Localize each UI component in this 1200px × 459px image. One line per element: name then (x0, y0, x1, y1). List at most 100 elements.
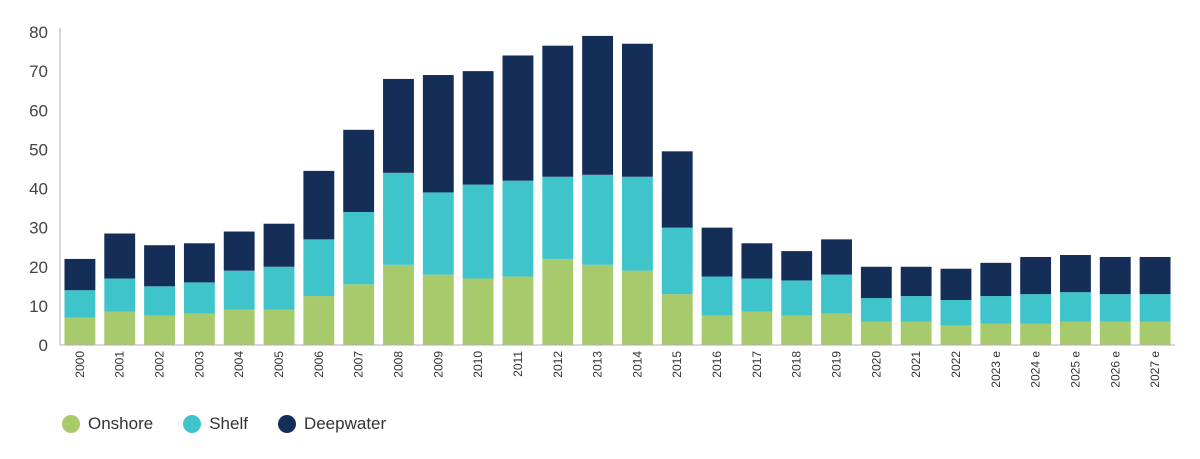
bar-segment-shelf (741, 278, 773, 312)
bar-segment-shelf (860, 298, 892, 322)
x-tick-label: 2001 (113, 351, 127, 378)
x-tick-label: 2003 (192, 351, 206, 378)
x-tick-label: 2020 (869, 351, 883, 378)
bar-segment-onshore (821, 313, 852, 345)
bar-segment-onshore (1139, 321, 1171, 345)
x-tick-label: 2019 (830, 351, 844, 378)
bar-segment-shelf (900, 296, 932, 322)
x-tick-label: 2017 (750, 351, 764, 378)
bar-segment-deepwater (1020, 256, 1052, 295)
bar-segment-shelf (183, 282, 215, 314)
bar-segment-deepwater (263, 223, 295, 267)
bar-segment-onshore (303, 296, 335, 345)
y-axis: 0 10 20 30 40 50 60 70 80 (29, 23, 48, 355)
bar-segment-onshore (502, 276, 534, 345)
bar-segment-deepwater (1099, 256, 1131, 295)
bar-segment-deepwater (940, 268, 972, 301)
bar-segment-shelf (542, 176, 574, 259)
bar-segment-deepwater (462, 71, 494, 185)
bar-segment-shelf (701, 276, 733, 316)
x-tick-label: 2018 (790, 351, 804, 378)
bar-segment-onshore (980, 323, 1012, 345)
x-tick-label: 2027 e (1148, 351, 1162, 388)
bar-segment-onshore (1060, 321, 1091, 345)
y-tick-label: 80 (29, 23, 48, 42)
bar-segment-onshore (582, 264, 614, 345)
bar-segment-deepwater (1060, 255, 1091, 293)
bar-segment-deepwater (422, 75, 454, 193)
bar-segment-deepwater (144, 245, 175, 287)
bar-segment-shelf (1020, 294, 1052, 324)
x-tick-label: 2025 e (1068, 351, 1082, 388)
legend-swatch-shelf (183, 415, 202, 433)
x-tick-label: 2005 (272, 351, 286, 378)
bar-segment-onshore (900, 321, 932, 345)
bar-segment-deepwater (502, 55, 534, 181)
bar-segment-onshore (223, 309, 255, 345)
bar-segment-shelf (621, 176, 653, 271)
x-tick-label: 2016 (710, 351, 724, 378)
bar-segment-shelf (980, 296, 1012, 324)
bar-segment-shelf (383, 172, 414, 265)
bar-segment-onshore (741, 311, 773, 345)
bar-segment-deepwater (343, 129, 375, 212)
bar-segment-deepwater (860, 266, 892, 299)
bar-segment-shelf (223, 270, 255, 310)
x-tick-label: 2006 (312, 351, 326, 378)
x-tick-label: 2014 (630, 351, 644, 378)
legend-label-shelf: Shelf (209, 414, 248, 433)
bar-segment-onshore (64, 317, 96, 345)
bar-segment-shelf (303, 239, 335, 297)
bar-segment-shelf (1060, 292, 1091, 322)
bar-segment-onshore (144, 315, 175, 345)
bar-segment-deepwater (621, 43, 653, 177)
y-tick-label: 70 (29, 62, 48, 81)
y-tick-label: 30 (29, 219, 48, 238)
legend-swatch-onshore (62, 415, 80, 433)
legend-label-onshore: Onshore (88, 414, 154, 433)
bar-segment-deepwater (980, 262, 1012, 297)
bar-segment-shelf (462, 184, 494, 279)
bar-segment-shelf (422, 192, 454, 275)
legend-item-deepwater: Deepwater (277, 414, 387, 434)
bar-segment-deepwater (781, 251, 813, 281)
x-tick-label: 2012 (551, 351, 565, 378)
x-tick-label: 2023 e (989, 351, 1003, 388)
legend-swatch-deepwater (277, 415, 296, 433)
bar-segment-deepwater (303, 170, 335, 240)
bar-segment-onshore (1099, 321, 1131, 345)
bar-segment-deepwater (104, 233, 136, 279)
bar-segment-deepwater (582, 35, 614, 175)
bar-segment-onshore (183, 313, 215, 345)
legend-item-shelf: Shelf (183, 414, 248, 434)
x-tick-label: 2022 (949, 351, 963, 378)
bar-segment-shelf (781, 280, 813, 316)
y-tick-label: 0 (39, 336, 48, 355)
bar-segment-shelf (582, 174, 614, 265)
y-tick-label: 50 (29, 140, 48, 159)
bars (64, 35, 1171, 345)
bar-segment-shelf (263, 266, 295, 310)
bar-segment-onshore (781, 315, 813, 345)
bar-segment-deepwater (701, 227, 733, 277)
bar-segment-deepwater (900, 266, 932, 297)
bar-segment-deepwater (223, 231, 255, 271)
bar-segment-shelf (940, 300, 972, 326)
x-tick-label: 2024 e (1029, 351, 1043, 388)
bar-segment-shelf (64, 290, 96, 318)
x-tick-label: 2009 (431, 351, 445, 378)
bar-segment-onshore (343, 284, 375, 345)
x-tick-label: 2007 (352, 351, 366, 378)
legend-item-onshore: Onshore (62, 414, 153, 434)
bar-segment-onshore (542, 258, 574, 345)
bar-segment-deepwater (542, 45, 574, 177)
bar-segment-deepwater (1139, 256, 1171, 295)
bar-segment-shelf (144, 286, 175, 316)
x-tick-label: 2026 e (1108, 351, 1122, 388)
bar-segment-deepwater (383, 78, 414, 173)
legend-label-deepwater: Deepwater (303, 414, 387, 433)
bar-segment-onshore (422, 274, 454, 345)
y-tick-label: 40 (29, 180, 48, 199)
x-tick-label: 2002 (153, 351, 167, 378)
bar-segment-onshore (860, 321, 892, 345)
